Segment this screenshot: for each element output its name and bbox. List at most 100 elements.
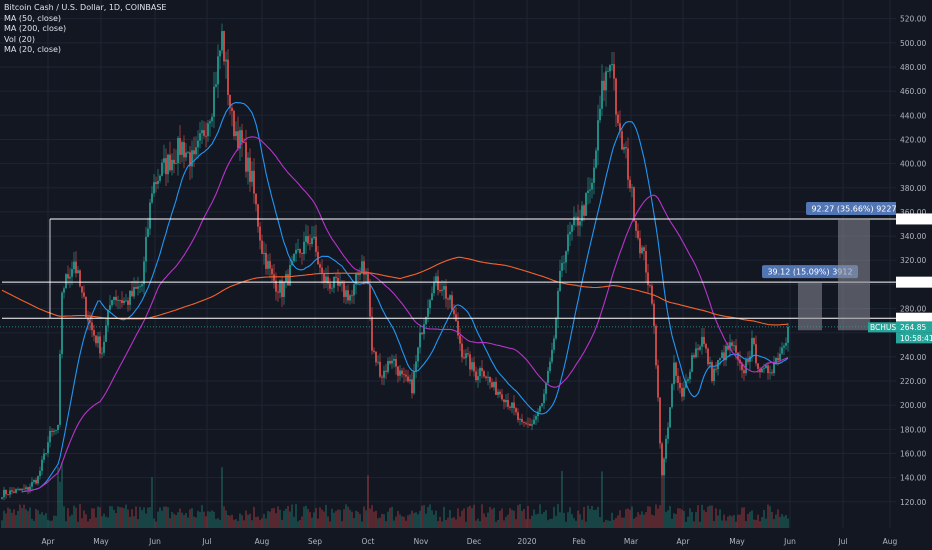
volume-bar [161,510,163,528]
candle-body [741,363,743,371]
candle-body [575,216,577,218]
level-price-tag-bg [896,312,932,324]
volume-bar [59,481,61,528]
indicator-ma20[interactable]: MA (20, close) [4,45,62,55]
candle-body [621,131,623,150]
candle-body [295,249,297,254]
candle-body [629,179,631,189]
time-tick-label: May [93,537,109,546]
candle-body [405,374,407,377]
candle-body [267,261,269,269]
indicator-ma50[interactable]: MA (50, close) [4,13,62,23]
volume-bar [527,505,529,528]
candle-body [715,368,717,370]
candle-body [253,170,255,194]
volume-bar [535,514,537,528]
volume-bar [453,517,455,528]
candle-body [785,342,787,346]
candle-body [47,442,49,454]
candle-body [109,305,111,310]
price-tick-label: 420.00 [900,135,926,144]
candle-body [139,286,141,288]
candle-body [703,336,705,345]
candle-body [7,494,9,496]
candle-body [641,247,643,254]
candle-body [393,358,395,361]
volume-bar [277,506,279,528]
volume-bar [145,513,147,528]
candle-body [635,220,637,231]
volume-bars [1,458,789,528]
candle-body [417,347,419,362]
indicator-volume[interactable]: Vol (20) [4,34,35,44]
volume-bar [441,521,443,528]
volume-bar [371,505,373,528]
time-axis[interactable]: Apr May Jun Jul Aug Sep Oct Nov Dec 2020 Feb Mar Apr… [0,530,932,550]
volume-bar [251,520,253,528]
candle-body [97,336,99,344]
volume-bar [551,518,553,528]
volume-bar [499,510,501,528]
symbol-title[interactable]: Bitcoin Cash / U.S. Dollar, 1D, COINBASE [4,3,167,12]
volume-bar [301,516,303,528]
ma50-line [21,136,789,493]
price-tick-label: 180.00 [900,425,926,434]
volume-bar [617,515,619,528]
ma200-line [1,256,789,326]
volume-bar [571,514,573,528]
volume-bar [141,510,143,528]
candle-body [203,130,205,136]
candle-body [487,376,489,378]
candle-body [219,50,221,57]
candle-body [35,480,37,484]
indicator-ma200[interactable]: MA (200, close) [4,24,67,34]
candle-body [297,248,299,250]
candle-body [187,152,189,154]
volume-bar [599,517,601,528]
candle-body [343,282,345,297]
candle-body [689,371,691,380]
volume-bar [747,514,749,528]
candle-body [781,347,783,354]
volume-bar [57,467,59,528]
candle-body [563,262,565,264]
volume-bar [73,505,75,528]
volume-bar [217,518,219,528]
volume-bar [485,517,487,528]
candle-body [235,131,237,137]
volume-bar [355,510,357,528]
volume-bar [729,515,731,528]
volume-bar [671,518,673,528]
volume-bar [13,509,15,528]
volume-bar [271,508,273,528]
volume-bar [223,506,225,528]
candle-body [25,487,27,489]
candle-body [531,424,533,426]
price-axis[interactable]: 120.00 140.00 160.00 180.00 200.00 220.00 240.… [896,0,932,550]
volume-bar [743,507,745,528]
candle-body [605,71,607,91]
volume-bar [443,506,445,528]
volume-bar [625,509,627,528]
candle-body [61,292,63,355]
candle-body [129,290,131,305]
volume-bar [603,521,605,528]
volume-bar [701,504,703,528]
candle-body [281,280,283,298]
candle-body [679,382,681,389]
candle-body [475,371,477,381]
candle-body [519,419,521,420]
price-tick-label: 220.00 [900,377,926,386]
candle-body [135,287,137,289]
volume-bar [151,477,153,528]
candle-body [433,282,435,294]
candle-body [131,290,133,297]
candle-body [273,274,275,281]
volume-bar [785,514,787,528]
volume-bar [157,511,159,528]
volume-bar [577,510,579,528]
volume-bar [191,508,193,528]
candle-body [341,282,343,284]
volume-bar [189,509,191,528]
